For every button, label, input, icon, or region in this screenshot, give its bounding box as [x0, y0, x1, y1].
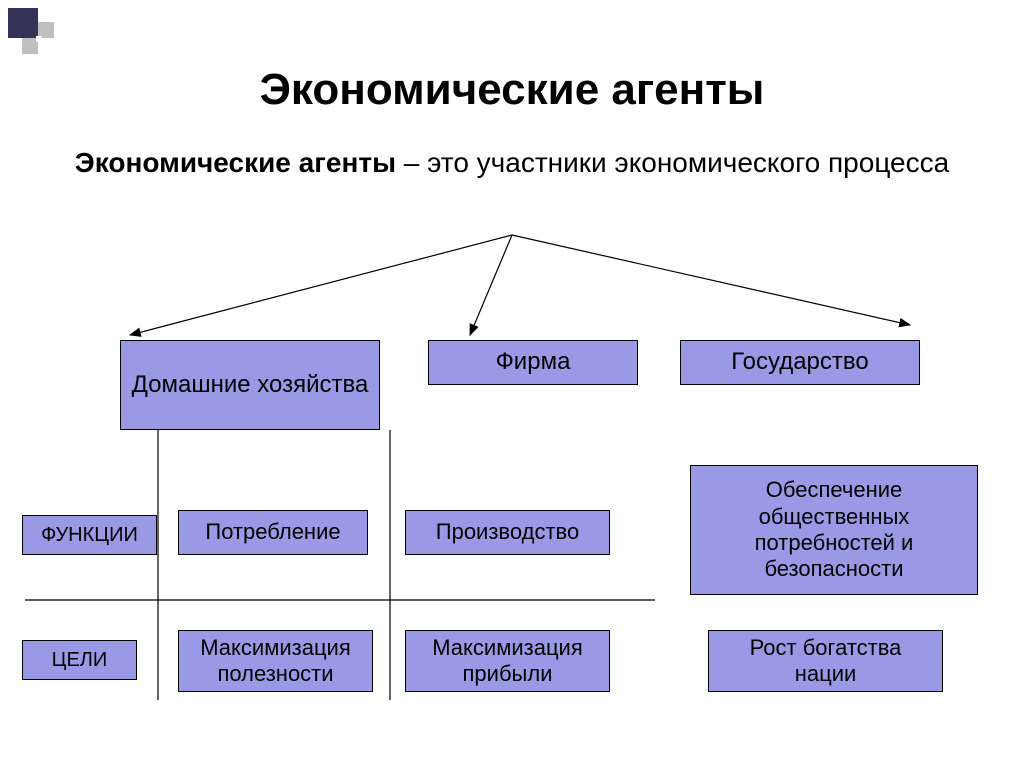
- page-title: Экономические агенты: [0, 65, 1024, 115]
- page-subtitle: Экономические агенты – это участники эко…: [0, 145, 1024, 181]
- goal-households: Максимизация полезности: [178, 630, 373, 692]
- subtitle-bold: Экономические агенты: [75, 147, 396, 178]
- agent-firm: Фирма: [428, 340, 638, 385]
- row-label-goals: ЦЕЛИ: [22, 640, 137, 680]
- agent-state: Государство: [680, 340, 920, 385]
- function-state: Обеспечение общественных потребностей и …: [690, 465, 978, 595]
- goal-firm: Максимизация прибыли: [405, 630, 610, 692]
- goal-state: Рост богатства нации: [708, 630, 943, 692]
- branch-arrows: [0, 225, 1024, 355]
- agent-households: Домашние хозяйства: [120, 340, 380, 430]
- row-label-functions: ФУНКЦИИ: [22, 515, 157, 555]
- function-households: Потребление: [178, 510, 368, 555]
- subtitle-rest: – это участники экономического процесса: [396, 147, 949, 178]
- corner-decoration-icon: [8, 8, 68, 68]
- function-firm: Производство: [405, 510, 610, 555]
